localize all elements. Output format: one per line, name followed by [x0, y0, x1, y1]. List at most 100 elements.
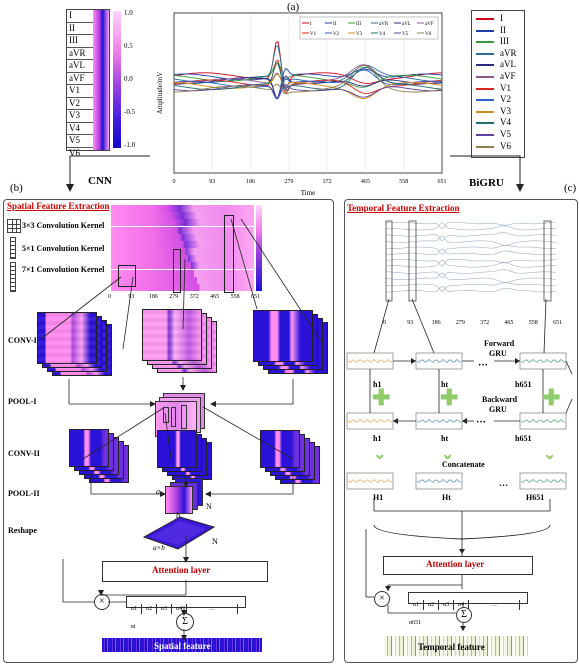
ecg-legend-label: II [333, 22, 337, 27]
chevron-down-icon-1: ⌄ [373, 446, 387, 463]
legend-swatch [476, 110, 494, 113]
backward-state-651-trace [520, 419, 566, 423]
ecg-xtick: 372 [323, 179, 332, 185]
bwd-h1: h1 [373, 434, 382, 443]
alpha-cell: α651 [409, 620, 422, 626]
legend-row: V2 [472, 94, 524, 106]
reshape-plane [142, 516, 216, 550]
arrow-head [459, 549, 465, 554]
temporal-title: Temporal Feature Extraction [347, 203, 460, 213]
kernel1-label: 3×3 Convolution Kernel [22, 221, 105, 230]
ecg-trace [173, 84, 443, 99]
lead-heat-strip [93, 10, 109, 150]
legend-label: aVR [500, 47, 517, 58]
cnn-label: CNN [88, 175, 112, 187]
temporal-attention-box [383, 556, 533, 575]
temporal-feature-label: Temporal feature [418, 642, 485, 652]
temporal-alpha-row: α1 α2 α3 α4 … α651 [408, 592, 528, 626]
spatial-multiply-symbol: × [99, 596, 105, 607]
temporal-signal-trace [385, 269, 557, 279]
spatial-xtick: 93 [128, 294, 135, 300]
kernel-window [118, 265, 136, 287]
bwd-dots: ··· [476, 417, 487, 428]
temporal-multiply-symbol: × [379, 593, 385, 604]
ecg-xtick: 279 [284, 179, 293, 185]
H651-label: H651 [526, 493, 545, 502]
temporal-xtick: 279 [455, 320, 465, 326]
legend-row: V3 [472, 106, 524, 118]
input-heatmap-row [111, 240, 254, 248]
arrow-head [515, 358, 520, 364]
backward-state-t-trace [416, 419, 462, 423]
temporal-panel [344, 199, 578, 663]
legend-swatch [476, 75, 494, 78]
time-window [385, 220, 393, 302]
temporal-xtick: 93 [407, 320, 414, 326]
reshape-n: N [212, 537, 218, 546]
lead-label: aVR [67, 48, 93, 60]
ecg-trace [173, 61, 443, 88]
bigru-label: BiGRU [469, 177, 504, 189]
lead-label: III [67, 35, 93, 48]
connector-line [565, 360, 573, 375]
legend-row: V6 [472, 141, 524, 153]
lead-label: V1 [67, 85, 93, 98]
conv1-map [253, 310, 313, 362]
legend-swatch [476, 122, 494, 125]
alpha-cell: αt [130, 624, 136, 630]
kernel3-label: 7×1 Convolution Kernel [22, 265, 105, 274]
alpha-cell: … [469, 600, 520, 610]
temporal-signal-trace [385, 245, 557, 255]
plus-icon-2: ✚ [440, 385, 459, 410]
alpha-cell: … [187, 604, 238, 614]
lead-label: V3 [67, 110, 93, 123]
legend-label: V5 [500, 128, 511, 139]
input-heatmap-row [111, 219, 254, 227]
input-heatmap-row [111, 226, 254, 234]
ecg-legend-label: V5 [402, 32, 409, 37]
kernel2-label: 5×1 Convolution Kernel [22, 244, 105, 253]
temporal-diagram [346, 220, 573, 631]
temporal-attention-label: Attention layer [426, 559, 485, 569]
legend-label: aVL [500, 59, 516, 70]
connector-line [411, 298, 435, 354]
conv1-map [37, 312, 97, 364]
ecg-legend-label: V2 [333, 32, 340, 37]
fwd-dots: ··· [478, 360, 489, 371]
temporal-signal-trace [385, 285, 557, 293]
legend-row: aVF [472, 71, 524, 83]
input-heatmap-row [111, 255, 254, 263]
ecg-trace [173, 63, 443, 92]
spatial-xtick: 186 [148, 294, 158, 300]
legend-swatch [476, 133, 494, 136]
backward-label: Backward [482, 395, 518, 404]
legend-row: aVL [472, 59, 524, 71]
concat-state-651-trace [520, 479, 566, 483]
pool2-label: POOL-II [8, 489, 40, 498]
input-heatmap-row [111, 276, 254, 284]
arrow-head [462, 418, 467, 424]
ecg-xtick: 93 [209, 179, 215, 185]
legend-label: I [500, 13, 503, 23]
temporal-xtick: 465 [504, 320, 514, 326]
kernel-3x3-icon [7, 219, 21, 233]
lead-heatmap-block: I II III aVR aVL aVF V1 V2 V3 V4 V5 V6 [66, 9, 110, 158]
ecg-legend-label: aVR [379, 22, 389, 27]
ecg-xtick: 651 [438, 179, 447, 185]
temporal-signal-trace [385, 222, 557, 231]
spatial-xtick: 372 [189, 294, 199, 300]
time-window [408, 220, 417, 302]
pool1-cube [155, 393, 205, 437]
temporal-xtick: 651 [553, 320, 562, 326]
time-window [543, 220, 552, 302]
alpha-cell: α4 [172, 604, 187, 614]
input-heatmap-row [111, 248, 254, 256]
legend-row: I [472, 13, 524, 25]
colorbar-tick: -1.0 [124, 141, 136, 149]
legend-row: aVR [472, 48, 524, 60]
label-b: (b) [10, 182, 23, 194]
ecg-legend-label: aVF [425, 22, 434, 27]
legend-row: V5 [472, 129, 524, 141]
spatial-title: Spatial Feature Extraction [7, 201, 110, 211]
pool2-a: a [156, 487, 160, 496]
